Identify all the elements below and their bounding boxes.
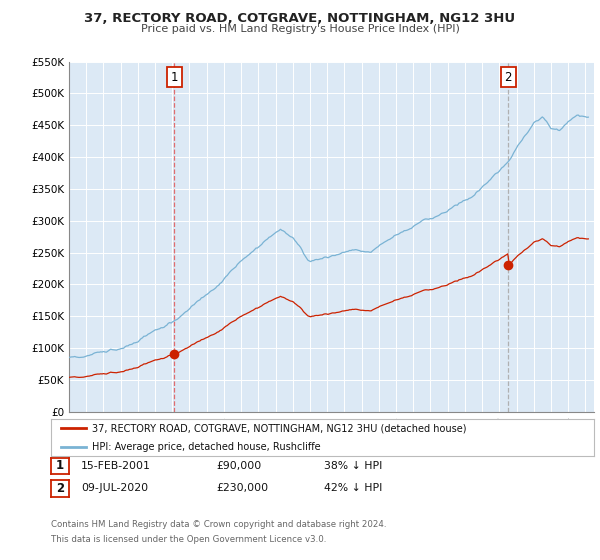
Text: 38% ↓ HPI: 38% ↓ HPI: [324, 461, 382, 471]
Text: 37, RECTORY ROAD, COTGRAVE, NOTTINGHAM, NG12 3HU (detached house): 37, RECTORY ROAD, COTGRAVE, NOTTINGHAM, …: [92, 423, 466, 433]
Text: 42% ↓ HPI: 42% ↓ HPI: [324, 483, 382, 493]
Text: 15-FEB-2001: 15-FEB-2001: [81, 461, 151, 471]
Text: 37, RECTORY ROAD, COTGRAVE, NOTTINGHAM, NG12 3HU: 37, RECTORY ROAD, COTGRAVE, NOTTINGHAM, …: [85, 12, 515, 25]
Text: 2: 2: [505, 71, 512, 84]
Text: £230,000: £230,000: [216, 483, 268, 493]
Text: Price paid vs. HM Land Registry's House Price Index (HPI): Price paid vs. HM Land Registry's House …: [140, 24, 460, 34]
Text: This data is licensed under the Open Government Licence v3.0.: This data is licensed under the Open Gov…: [51, 535, 326, 544]
Text: 09-JUL-2020: 09-JUL-2020: [81, 483, 148, 493]
Text: 1: 1: [170, 71, 178, 84]
Text: Contains HM Land Registry data © Crown copyright and database right 2024.: Contains HM Land Registry data © Crown c…: [51, 520, 386, 529]
Text: £90,000: £90,000: [216, 461, 261, 471]
Text: HPI: Average price, detached house, Rushcliffe: HPI: Average price, detached house, Rush…: [92, 442, 320, 452]
Text: 1: 1: [56, 459, 64, 473]
Text: 2: 2: [56, 482, 64, 495]
